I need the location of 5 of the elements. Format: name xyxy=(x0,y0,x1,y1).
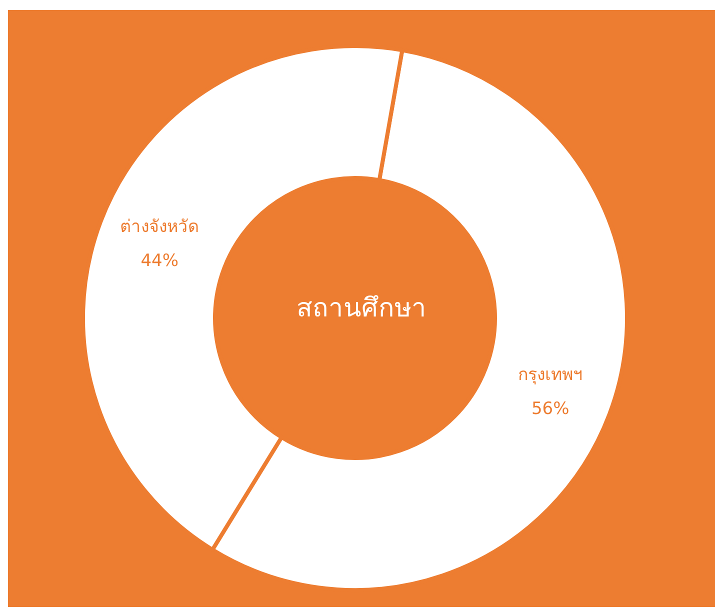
text: สถานศึกษา xyxy=(296,294,426,324)
slice-label: ต่างจังหวัด xyxy=(120,216,200,237)
data-label: 44% xyxy=(140,250,179,271)
data-label: 56% xyxy=(531,399,570,420)
slice-label: กรุงเทพฯ xyxy=(518,365,583,386)
